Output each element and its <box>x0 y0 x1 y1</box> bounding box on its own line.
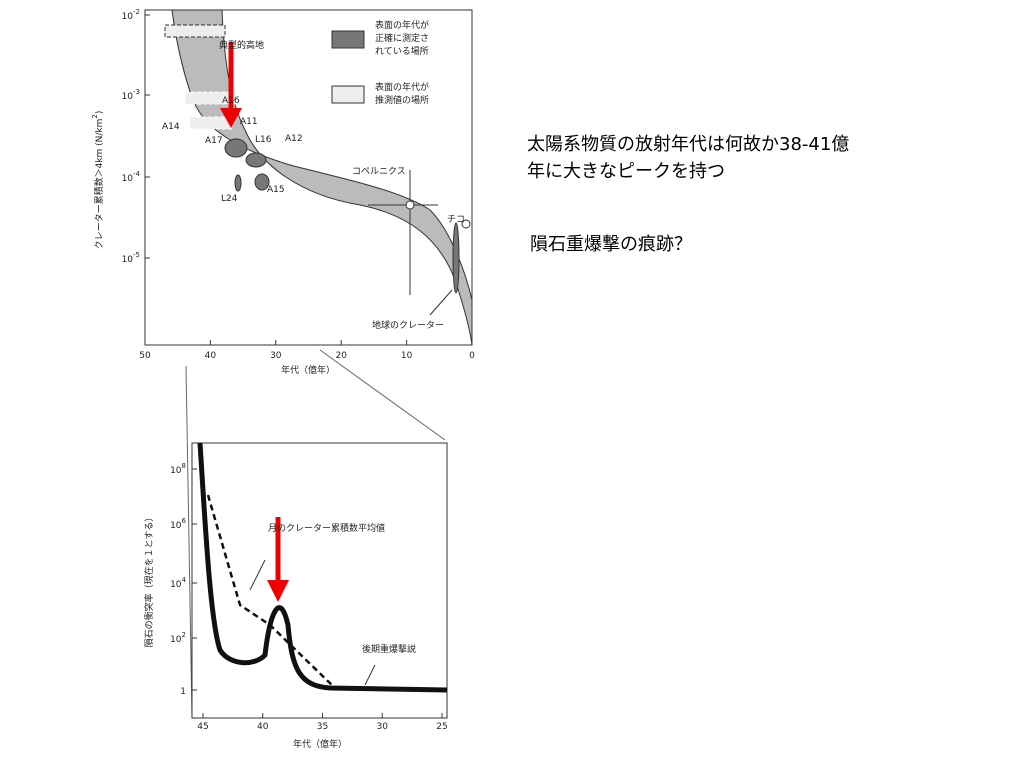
tick-exp: 6 <box>182 517 187 525</box>
slide-text: 隕石重爆撃の痕跡？ <box>530 234 692 255</box>
annotation: L24 <box>221 194 238 204</box>
zoom-line <box>319 349 446 441</box>
legend-text: 正確に測定さ <box>375 32 429 44</box>
bottom-frame <box>191 442 448 719</box>
impact-curve <box>197 442 448 693</box>
annotation: A16 <box>222 96 240 106</box>
tick-base: 10 <box>170 635 182 645</box>
x-tick-label: 45 <box>197 722 208 732</box>
y-tick-label: 102 <box>170 631 186 645</box>
annotation: A17 <box>205 136 223 146</box>
x-tick-label: 10 <box>401 351 413 361</box>
annotation: A14 <box>162 122 180 132</box>
tick-exp: -2 <box>133 8 140 16</box>
label-part: ) <box>95 111 105 115</box>
tick-exp: -3 <box>133 88 140 96</box>
x-tick-label: 30 <box>377 722 389 732</box>
annotation: 後期重爆撃説 <box>362 643 416 655</box>
y-axis-label: 隕石の衝突率（現在を１とする） <box>143 513 155 648</box>
tick-base: 1 <box>180 687 186 697</box>
tick-base: 10 <box>170 580 182 590</box>
zoom-line <box>185 365 193 719</box>
annotation: L16 <box>255 135 272 145</box>
y-tick-label: 10-4 <box>122 170 141 184</box>
site <box>452 222 460 294</box>
y-tick-label: 1 <box>180 687 186 697</box>
annotation: コペルニクス <box>352 166 406 177</box>
y-tick-label: 106 <box>170 517 186 531</box>
slide-text: 年に大きなピークを持つ <box>527 161 725 182</box>
legend-text: 表面の年代が <box>375 19 429 31</box>
annotation: A15 <box>267 185 285 195</box>
site <box>234 174 242 192</box>
legend-swatch <box>331 85 365 104</box>
legend-text: れている場所 <box>375 45 429 57</box>
x-tick-label: 40 <box>257 722 269 732</box>
leader <box>249 559 266 591</box>
site <box>245 152 267 168</box>
estimate-box <box>164 24 226 38</box>
tick-base: 10 <box>170 521 182 531</box>
slide-text: 太陽系物質の放射年代は何故か38-41億 <box>527 134 849 155</box>
annotation: 典型的高地 <box>219 39 264 51</box>
label-exp: 2 <box>91 114 99 118</box>
tick-exp: 2 <box>182 631 186 639</box>
x-tick-label: 20 <box>335 351 347 361</box>
band <box>171 9 473 346</box>
tick-base: 10 <box>170 466 182 476</box>
y-axis-label: クレーター累積数＞4km (N/km2) <box>91 111 105 250</box>
tick-exp: -4 <box>133 170 141 178</box>
x-tick-label: 40 <box>205 351 217 361</box>
y-tick-label: 108 <box>170 462 186 476</box>
tick-base: 10 <box>122 255 134 265</box>
red-arrow-head <box>220 108 242 128</box>
x-tick-label: 25 <box>436 722 447 732</box>
label-part: クレーター累積数＞4km (N/km <box>93 119 105 250</box>
annotation: チコ <box>447 214 465 225</box>
x-tick-label: 50 <box>139 351 151 361</box>
y-tick-label: 10-5 <box>122 251 140 265</box>
x-axis-label: 年代（億年） <box>293 738 347 750</box>
y-tick-label: 10-2 <box>122 8 140 22</box>
tick-exp: 4 <box>182 576 187 584</box>
red-arrow-head <box>267 580 289 602</box>
annotation: 月のクレーター累積数平均値 <box>268 522 385 534</box>
x-tick-label: 35 <box>317 722 328 732</box>
tick-base: 10 <box>122 92 134 102</box>
estimate-box <box>184 91 236 105</box>
estimate-box <box>189 116 233 130</box>
legend-text: 表面の年代が <box>375 81 429 93</box>
tick-exp: -5 <box>133 251 140 259</box>
annotation: A12 <box>285 134 303 144</box>
legend-swatch <box>331 30 365 49</box>
y-tick-label: 104 <box>170 576 186 590</box>
site <box>224 138 248 158</box>
x-tick-label: 0 <box>469 351 475 361</box>
x-axis-label: 年代（億年） <box>281 364 335 376</box>
y-tick-label: 10-3 <box>122 88 140 102</box>
tick-base: 10 <box>122 174 134 184</box>
annotation: 地球のクレーター <box>372 319 444 331</box>
leader <box>429 289 453 316</box>
copernicus-point <box>405 200 415 210</box>
annotation: A11 <box>240 117 258 127</box>
legend-text: 推測値の場所 <box>375 94 429 106</box>
tycho-point <box>461 219 471 229</box>
mean-curve <box>206 494 336 689</box>
tick-exp: 8 <box>182 462 186 470</box>
x-tick-label: 30 <box>270 351 282 361</box>
site <box>254 173 270 191</box>
tick-base: 10 <box>122 12 134 22</box>
leader <box>364 664 376 686</box>
